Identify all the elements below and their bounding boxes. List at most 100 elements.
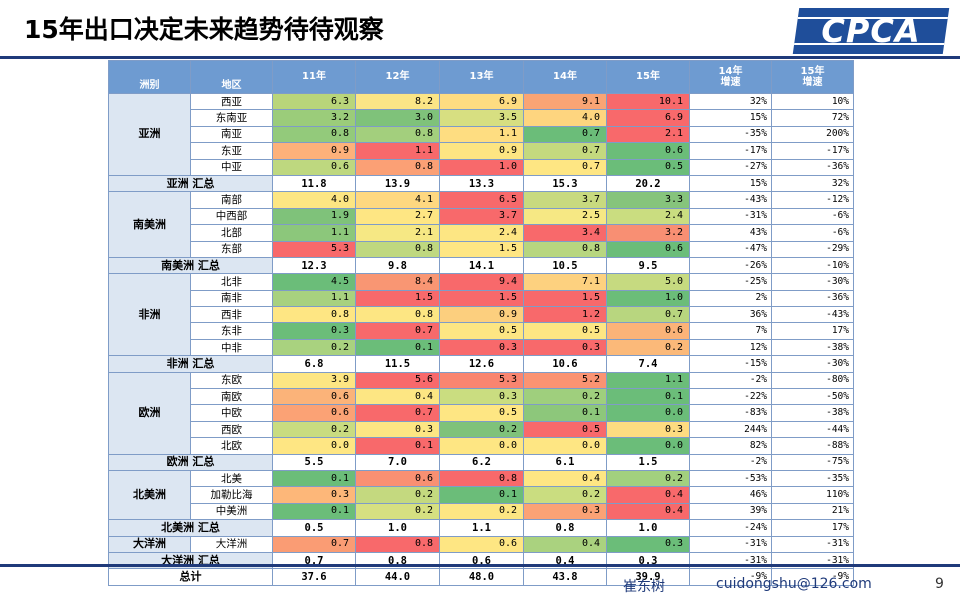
value-cell: 0.8 bbox=[272, 125, 356, 144]
total-growth-14: -9% bbox=[689, 568, 772, 586]
subtotal-value: 6.1 bbox=[523, 453, 607, 471]
subtotal-growth-15: 32% bbox=[771, 174, 854, 193]
value-cell: 0.8 bbox=[355, 535, 440, 553]
value-cell: 0.4 bbox=[523, 469, 607, 488]
value-cell: 0.6 bbox=[439, 535, 524, 553]
value-cell: 0.8 bbox=[355, 125, 440, 144]
value-cell: 0.7 bbox=[272, 535, 356, 553]
region-cell: 西非 bbox=[190, 306, 273, 324]
value-cell: 1.5 bbox=[355, 289, 440, 308]
continent-cell: 欧洲 bbox=[108, 371, 191, 455]
growth-14-cell: 82% bbox=[689, 437, 772, 455]
subtotal-value: 14.1 bbox=[439, 256, 524, 275]
value-cell: 0.6 bbox=[272, 404, 356, 422]
table-row: 加勒比海 0.3 0.2 0.1 0.2 0.4 46% 110% bbox=[109, 486, 854, 504]
table-row: 北美洲 北美 0.1 0.6 0.8 0.4 0.2 -53% -35% bbox=[108, 469, 854, 521]
table-row: 北部 1.1 2.1 2.4 3.4 3.2 43% -6% bbox=[109, 224, 854, 242]
value-cell: 0.2 bbox=[523, 388, 607, 406]
subtotal-value: 11.5 bbox=[355, 355, 440, 373]
header-divider bbox=[0, 56, 960, 59]
value-cell: 2.7 bbox=[355, 207, 440, 226]
value-cell: 0.2 bbox=[355, 502, 440, 521]
value-cell: 5.0 bbox=[606, 273, 690, 291]
region-cell: 中欧 bbox=[190, 404, 273, 422]
subtotal-value: 1.5 bbox=[606, 453, 690, 471]
region-cell: 中美洲 bbox=[190, 502, 273, 521]
region-cell: 东亚 bbox=[190, 142, 273, 160]
growth-15-cell: -43% bbox=[771, 306, 854, 324]
subtotal-value: 13.3 bbox=[439, 174, 524, 193]
growth-15-cell: -31% bbox=[771, 535, 854, 553]
value-cell: 0.7 bbox=[355, 322, 440, 340]
value-cell: 0.9 bbox=[439, 306, 524, 324]
table-row: 亚洲 西亚 6.3 8.2 6.9 9.1 10.1 32% 10% bbox=[108, 92, 854, 176]
region-cell: 南非 bbox=[190, 289, 273, 308]
value-cell: 0.8 bbox=[272, 306, 356, 324]
growth-15-cell: -36% bbox=[771, 158, 854, 176]
value-cell: 0.3 bbox=[272, 322, 356, 340]
value-cell: 3.5 bbox=[439, 109, 524, 127]
value-cell: 0.6 bbox=[272, 388, 356, 406]
continent-cell: 北美洲 bbox=[108, 469, 191, 521]
value-cell: 1.5 bbox=[439, 240, 524, 258]
subtotal-value: 7.4 bbox=[606, 355, 690, 373]
table-row: 中西部 1.9 2.7 3.7 2.5 2.4 -31% -6% bbox=[109, 207, 854, 226]
subtotal-value: 5.5 bbox=[272, 453, 356, 471]
value-cell: 9.4 bbox=[439, 273, 524, 291]
value-cell: 2.5 bbox=[523, 207, 607, 226]
value-cell: 0.3 bbox=[439, 388, 524, 406]
table-row: 西非 0.8 0.8 0.9 1.2 0.7 36% -43% bbox=[109, 306, 854, 324]
value-cell: 0.0 bbox=[523, 437, 607, 455]
value-cell: 0.5 bbox=[439, 404, 524, 422]
region-cell: 中非 bbox=[190, 338, 273, 357]
value-cell: 1.1 bbox=[355, 142, 440, 160]
value-cell: 1.5 bbox=[439, 289, 524, 308]
value-cell: 6.5 bbox=[439, 191, 524, 209]
growth-15-cell: -35% bbox=[771, 469, 854, 488]
value-cell: 0.4 bbox=[355, 388, 440, 406]
total-value: 37.6 bbox=[272, 568, 356, 586]
growth-15-cell: -6% bbox=[771, 207, 854, 226]
total-value: 48.0 bbox=[439, 568, 524, 586]
value-cell: 3.7 bbox=[523, 191, 607, 209]
value-cell: 6.3 bbox=[272, 92, 356, 111]
value-cell: 0.6 bbox=[606, 240, 690, 258]
growth-15-cell: -29% bbox=[771, 240, 854, 258]
total-value: 44.0 bbox=[355, 568, 440, 586]
table-row: 南欧 0.6 0.4 0.3 0.2 0.1 -22% -50% bbox=[109, 388, 854, 406]
growth-15-cell: -17% bbox=[771, 142, 854, 160]
value-cell: 0.7 bbox=[523, 142, 607, 160]
value-cell: 0.1 bbox=[355, 338, 440, 357]
header-continent: 洲别 bbox=[108, 60, 191, 94]
continent-cell: 大洋洲 bbox=[108, 535, 191, 553]
table-row: 非洲 北非 4.5 8.4 9.4 7.1 5.0 -25% -30% bbox=[108, 273, 854, 357]
growth-14-cell: 2% bbox=[689, 289, 772, 308]
total-value: 39.9 bbox=[606, 568, 690, 586]
footer-divider bbox=[0, 564, 960, 567]
growth-14-cell: -43% bbox=[689, 191, 772, 209]
value-cell: 0.5 bbox=[439, 322, 524, 340]
region-cell: 西亚 bbox=[190, 92, 273, 111]
author-email: cuidongshu@126.com bbox=[716, 576, 872, 592]
subtotal-row: 亚洲 汇总 11.8 13.9 13.3 15.3 20.2 15% 32% bbox=[108, 174, 854, 193]
growth-15-cell: -38% bbox=[771, 338, 854, 357]
subtotal-value: 0.8 bbox=[523, 519, 607, 537]
value-cell: 3.2 bbox=[272, 109, 356, 127]
value-cell: 3.7 bbox=[439, 207, 524, 226]
growth-14-cell: 36% bbox=[689, 306, 772, 324]
value-cell: 0.1 bbox=[523, 404, 607, 422]
growth-14-cell: 32% bbox=[689, 92, 772, 111]
header-year: 12年 bbox=[355, 60, 440, 94]
table-row: 东非 0.3 0.7 0.5 0.5 0.6 7% 17% bbox=[109, 322, 854, 340]
growth-15-cell: 17% bbox=[771, 322, 854, 340]
growth-14-cell: -22% bbox=[689, 388, 772, 406]
value-cell: 0.7 bbox=[523, 158, 607, 176]
region-cell: 东非 bbox=[190, 322, 273, 340]
author-name: 崔东树 bbox=[623, 579, 665, 595]
value-cell: 3.9 bbox=[272, 371, 356, 390]
growth-15-cell: 10% bbox=[771, 92, 854, 111]
subtotal-row: 南美洲 汇总 12.3 9.8 14.1 10.5 9.5 -26% -10% bbox=[108, 256, 854, 275]
value-cell: 1.1 bbox=[272, 224, 356, 242]
table-row: 大洋洲 大洋洲 0.7 0.8 0.6 0.4 0.3 -31% -31% bbox=[108, 535, 854, 553]
growth-15-cell: -36% bbox=[771, 289, 854, 308]
